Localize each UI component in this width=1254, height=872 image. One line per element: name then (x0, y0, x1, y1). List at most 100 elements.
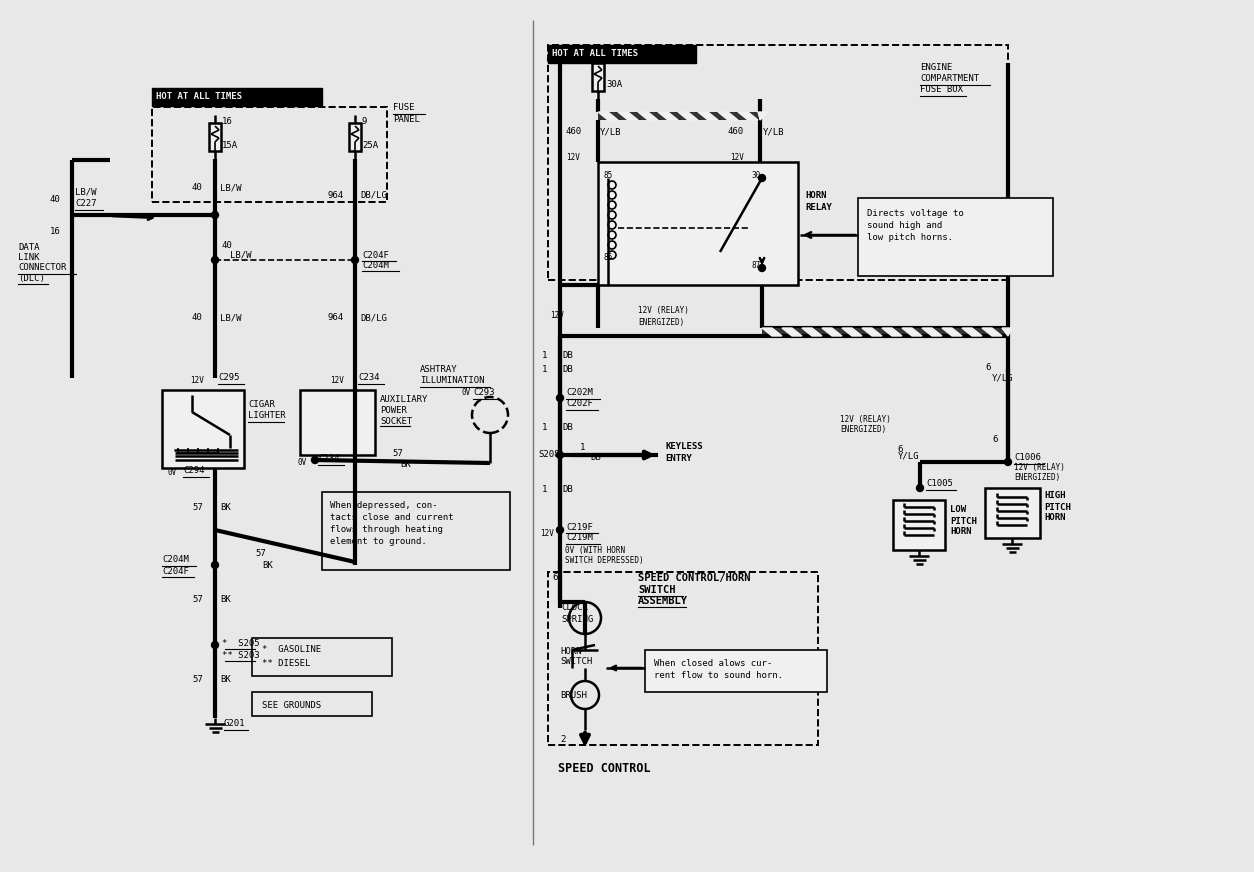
Text: flows through heating: flows through heating (330, 526, 443, 535)
Circle shape (557, 452, 563, 459)
Text: ENGINE: ENGINE (920, 64, 952, 72)
Text: LB/W: LB/W (75, 187, 97, 196)
Text: C204M: C204M (362, 261, 389, 269)
Text: C234: C234 (357, 373, 380, 383)
Text: ** DIESEL: ** DIESEL (262, 658, 311, 667)
Text: HIGH: HIGH (1045, 492, 1066, 501)
Polygon shape (823, 328, 841, 336)
Text: C234: C234 (319, 454, 340, 464)
Polygon shape (882, 328, 902, 336)
Text: HORN: HORN (951, 528, 972, 536)
Bar (598, 162, 798, 285)
Text: ENTRY: ENTRY (665, 454, 692, 464)
Text: C1005: C1005 (925, 480, 953, 488)
Text: 12V (RELAY): 12V (RELAY) (1014, 464, 1065, 473)
Circle shape (557, 394, 563, 401)
Text: PITCH: PITCH (951, 516, 977, 526)
Text: DATA: DATA (18, 243, 39, 253)
Text: C204F: C204F (162, 567, 189, 576)
Text: 0V: 0V (461, 389, 472, 398)
Text: 1: 1 (542, 424, 548, 433)
Text: 1: 1 (542, 365, 548, 374)
Bar (252, 638, 393, 676)
Text: C1006: C1006 (1014, 453, 1041, 462)
Bar (300, 390, 375, 455)
Text: 12V: 12V (551, 310, 564, 319)
Polygon shape (982, 328, 1002, 336)
Bar (984, 488, 1040, 538)
Circle shape (212, 256, 218, 263)
Text: Y/LG: Y/LG (898, 452, 919, 460)
Circle shape (557, 527, 563, 534)
Circle shape (351, 256, 359, 263)
Text: 6: 6 (897, 446, 903, 454)
Text: SWITCH DEPRESSED): SWITCH DEPRESSED) (566, 555, 643, 564)
Text: BRUSH: BRUSH (561, 691, 587, 699)
Text: 12V: 12V (540, 528, 554, 537)
Text: FUSE BOX: FUSE BOX (920, 85, 963, 94)
Text: BK: BK (219, 676, 231, 685)
Text: BK: BK (400, 460, 411, 469)
Text: When closed alows cur-: When closed alows cur- (655, 658, 772, 667)
Bar (548, 572, 818, 745)
Text: DB/LG: DB/LG (360, 314, 387, 323)
Text: 12V: 12V (191, 377, 204, 385)
Polygon shape (841, 328, 861, 336)
Text: SEE GROUNDS: SEE GROUNDS (262, 700, 321, 710)
Text: PANEL: PANEL (393, 115, 420, 125)
Text: 2: 2 (561, 735, 566, 745)
Text: ENERGIZED): ENERGIZED) (638, 317, 685, 326)
Text: 964: 964 (329, 190, 344, 200)
Text: 40: 40 (192, 314, 203, 323)
Polygon shape (739, 112, 757, 120)
Bar (152, 88, 322, 106)
Text: 12V (RELAY): 12V (RELAY) (638, 305, 688, 315)
Text: 6: 6 (992, 435, 997, 445)
Text: LB/W: LB/W (219, 314, 242, 323)
Polygon shape (861, 328, 882, 336)
Text: CONNECTOR: CONNECTOR (18, 263, 66, 272)
Text: ENERGIZED): ENERGIZED) (1014, 473, 1060, 482)
Text: BK: BK (219, 596, 231, 604)
Bar (598, 112, 760, 120)
Polygon shape (962, 328, 982, 336)
Text: KEYLESS: KEYLESS (665, 442, 702, 452)
Text: 12V (RELAY): 12V (RELAY) (840, 415, 890, 425)
Bar (645, 650, 826, 692)
Text: 87: 87 (752, 261, 761, 269)
Text: 57: 57 (255, 548, 266, 557)
Text: PITCH: PITCH (1045, 502, 1071, 512)
Text: C219M: C219M (566, 534, 593, 542)
Bar (592, 63, 604, 91)
Polygon shape (757, 112, 767, 120)
Text: BK: BK (219, 502, 231, 512)
Circle shape (1004, 459, 1012, 466)
Text: 0V: 0V (298, 459, 307, 467)
Polygon shape (782, 328, 803, 336)
Text: SPEED CONTROL: SPEED CONTROL (558, 761, 651, 774)
Bar (162, 390, 245, 468)
Text: 40: 40 (192, 183, 203, 193)
Text: 16: 16 (222, 118, 233, 126)
Bar (152, 107, 387, 202)
Text: 30: 30 (752, 171, 761, 180)
Text: DB: DB (589, 453, 601, 462)
Bar (548, 45, 1008, 280)
Text: 57: 57 (192, 596, 203, 604)
Text: DB: DB (562, 365, 573, 374)
Polygon shape (658, 112, 678, 120)
Text: 86: 86 (603, 254, 612, 262)
Text: HORN: HORN (805, 190, 826, 200)
Text: 1: 1 (542, 486, 548, 494)
Text: C204M: C204M (162, 555, 189, 564)
Text: LIGHTER: LIGHTER (248, 412, 286, 420)
Text: COMPARTMENT: COMPARTMENT (920, 74, 979, 84)
Text: low pitch horns.: low pitch horns. (867, 233, 953, 242)
Text: SPEED CONTROL/HORN: SPEED CONTROL/HORN (638, 573, 750, 583)
Text: ** S203: ** S203 (222, 651, 260, 659)
Text: LB/W: LB/W (219, 183, 242, 193)
Text: Y/LB: Y/LB (599, 127, 622, 137)
Text: RELAY: RELAY (805, 202, 831, 212)
Text: DB: DB (562, 424, 573, 433)
Polygon shape (719, 112, 739, 120)
